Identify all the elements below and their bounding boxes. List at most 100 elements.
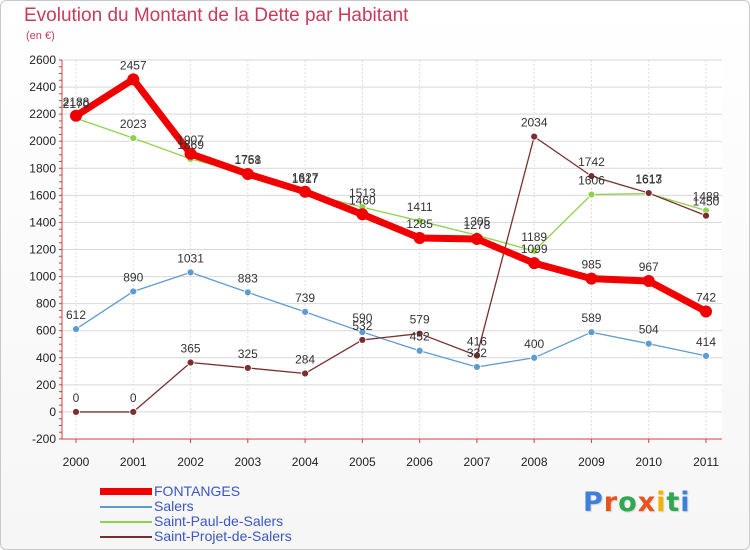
grid [62, 59, 722, 440]
legend: FONTANGES Salers Saint-Paul-de-Salers Saint… [100, 484, 360, 544]
data-point-1 [186, 268, 195, 277]
legend-label: FONTANGES [154, 483, 241, 499]
data-point-0 [299, 185, 312, 198]
data-point-0 [70, 109, 82, 122]
data-point-1 [415, 346, 424, 355]
data-label-1: 890 [123, 270, 143, 284]
data-label-0: 1627 [292, 171, 319, 185]
data-label-3: 2034 [521, 116, 548, 130]
data-point-3 [243, 364, 252, 372]
data-label-2: 1869 [177, 138, 204, 152]
y-tick-label: 1600 [29, 188, 56, 202]
data-point-1 [358, 328, 367, 336]
data-point-3 [644, 189, 653, 197]
data-point-2 [530, 247, 539, 255]
data-point-0 [642, 275, 655, 288]
data-point-1 [530, 353, 539, 362]
x-tick-label: 2010 [635, 455, 662, 469]
y-tick-label: 200 [36, 378, 56, 392]
legend-swatch [100, 488, 152, 495]
legend-label: Salers [154, 498, 194, 514]
data-label-2: 1513 [349, 186, 376, 200]
data-label-3: 1450 [693, 195, 720, 209]
y-tick-label: 400 [36, 351, 56, 365]
y-tick-label: 1200 [29, 243, 56, 257]
data-point-1 [587, 328, 596, 337]
data-point-1 [702, 351, 710, 360]
data-point-0 [700, 305, 712, 318]
data-label-2: 1305 [464, 214, 491, 228]
data-point-1 [644, 339, 653, 348]
data-label-3: 325 [238, 347, 258, 361]
series-line-3 [75, 135, 707, 413]
data-label-0: 742 [696, 290, 716, 304]
data-point-0 [356, 208, 369, 221]
data-label-3: 1617 [635, 172, 662, 186]
data-label-0: 967 [639, 260, 659, 274]
series-line-2 [75, 117, 707, 252]
series-line-0 [72, 75, 710, 315]
data-point-1 [301, 307, 309, 316]
data-label-3: 532 [352, 319, 372, 333]
data-point-3 [301, 369, 309, 378]
legend-label: Saint-Projet-de-Salers [154, 528, 292, 544]
data-label-2: 1613 [635, 173, 662, 187]
x-tick-label: 2005 [349, 455, 376, 469]
y-tick-label: 600 [36, 324, 56, 338]
data-point-3 [473, 351, 481, 360]
data-label-0: 1278 [464, 218, 491, 232]
data-point-3 [530, 132, 539, 141]
logo-letter: o [618, 487, 638, 518]
data-label-1: 590 [352, 311, 372, 325]
data-label-0: 2457 [120, 58, 147, 72]
data-point-3 [129, 408, 138, 416]
data-label-0: 1907 [177, 133, 204, 147]
legend-swatch [100, 536, 152, 538]
data-point-1 [72, 325, 80, 333]
data-label-1: 504 [639, 323, 659, 337]
data-label-3: 1742 [578, 155, 605, 169]
data-label-1: 883 [238, 271, 258, 285]
legend-item: Salers [100, 499, 360, 514]
data-label-0: 1758 [234, 153, 261, 167]
data-label-2: 2170 [63, 97, 90, 111]
data-point-2 [587, 190, 596, 199]
chart-title: Evolution du Montant de la Dette par Hab… [24, 5, 409, 26]
axes: -200020040060080010001200140016001800200… [29, 53, 722, 469]
x-tick-label: 2002 [177, 455, 204, 469]
data-label-2: 1411 [407, 200, 433, 214]
data-labels: 2188 2457 1907 1758 1627 1460 1285 1278 1099 985 9… [63, 58, 720, 405]
data-label-3: 416 [467, 335, 487, 349]
data-point-2 [129, 134, 138, 143]
data-point-1 [473, 363, 481, 371]
data-point-0 [241, 167, 254, 180]
x-tick-label: 2004 [292, 455, 319, 469]
chart-unit-label: (en €) [26, 30, 55, 42]
legend-swatch [100, 506, 152, 508]
data-label-0: 985 [581, 258, 601, 272]
data-label-1: 739 [295, 291, 315, 305]
y-tick-label: 0 [49, 405, 56, 419]
y-tick-label: 1800 [29, 161, 56, 175]
legend-label: Saint-Paul-de-Salers [154, 513, 284, 529]
proxiti-logo: Proxiti [583, 487, 691, 518]
data-label-1: 1031 [177, 251, 204, 265]
y-tick-label: 1000 [29, 270, 56, 284]
line-chart: -200020040060080010001200140016001800200… [29, 53, 722, 469]
logo-letter: x [637, 487, 657, 518]
data-label-0: 2188 [63, 95, 90, 109]
logo-letter: i [656, 487, 667, 518]
data-point-1 [243, 288, 252, 297]
data-label-1: 612 [66, 308, 86, 322]
x-tick-label: 2006 [406, 455, 433, 469]
data-label-3: 365 [181, 342, 201, 356]
data-point-0 [184, 147, 197, 160]
data-point-3 [702, 211, 710, 220]
data-label-0: 1285 [406, 217, 433, 231]
y-tick-label: 2600 [29, 53, 56, 67]
y-tick-label: 800 [36, 297, 56, 311]
x-tick-label: 2000 [63, 455, 90, 469]
legend-item: Saint-Projet-de-Salers [100, 529, 360, 544]
x-tick-label: 2003 [234, 455, 261, 469]
data-point-1 [129, 287, 138, 296]
